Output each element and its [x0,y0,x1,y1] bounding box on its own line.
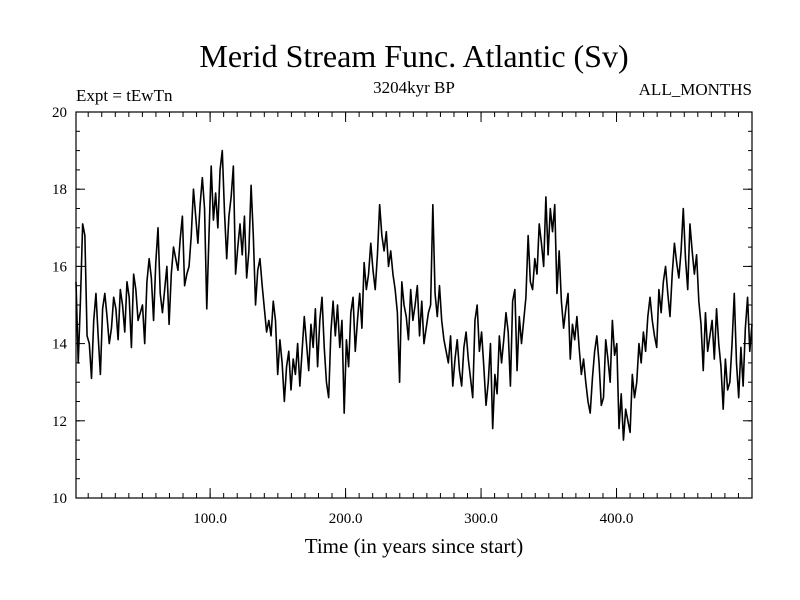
y-tick-label-18: 18 [52,182,67,198]
y-tick-label-20: 20 [52,105,67,121]
y-axis-tick-labels: 10 12 14 16 18 20 [52,105,68,507]
y-tick-label-10: 10 [52,491,67,507]
series-line-atlantic-moc [75,149,753,441]
x-tick-label-200: 200.0 [329,511,363,527]
x-tick-label-300: 300.0 [464,511,498,527]
x-tick-label-100: 100.0 [193,511,227,527]
x-axis-label: Time (in years since start) [305,534,524,558]
subtitle-period: 3204kyr BP [373,78,455,97]
x-axis-ticks [209,112,618,498]
y-tick-label-16: 16 [52,259,68,275]
x-tick-label-400: 400.0 [600,511,634,527]
subtitle-months: ALL_MONTHS [639,80,752,99]
subtitle-experiment: Expt = tEwTn [76,86,173,105]
plot-frame [75,111,753,499]
chart-title: Merid Stream Func. Atlantic (Sv) [199,38,628,74]
y-tick-label-12: 12 [52,414,67,430]
y-tick-label-14: 14 [52,337,68,353]
x-axis-tick-labels: 100.0 200.0 300.0 400.0 [193,511,633,527]
